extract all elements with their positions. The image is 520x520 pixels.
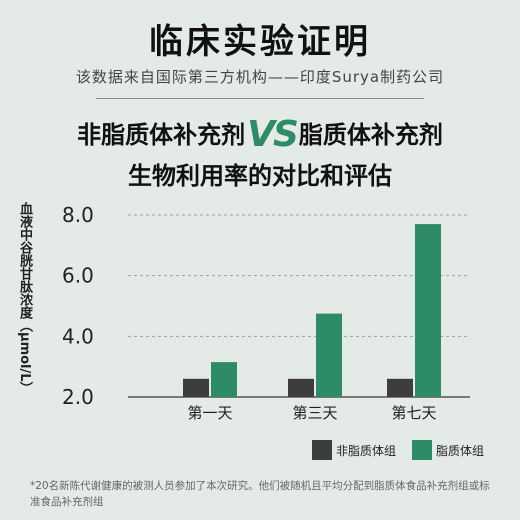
bar-liposomal xyxy=(316,313,342,397)
legend-swatch xyxy=(312,440,332,460)
y-tick-label: 6.0 xyxy=(62,264,94,288)
x-tick-label: 第七天 xyxy=(391,404,436,422)
x-tick-label: 第一天 xyxy=(187,404,232,422)
bar-non-liposomal xyxy=(183,378,209,397)
x-tick-label: 第三天 xyxy=(292,404,337,422)
data-source-subtitle: 该数据来自国际第三方机构——印度Surya制药公司 xyxy=(75,68,445,86)
study-footnote: *20名新陈代谢健康的被测人员参加了本次研究。他们被随机且平均分配到脂质体食品补… xyxy=(30,480,490,508)
y-axis-label: 血液中谷胱甘肽浓度（μmol/L） xyxy=(17,202,32,395)
bar-non-liposomal xyxy=(288,378,314,397)
comparison-subheadline: 生物利用率的对比和评估 xyxy=(128,162,392,190)
headline-liposomal: 脂质体补充剂 xyxy=(298,121,443,149)
y-tick-label: 2.0 xyxy=(62,385,94,409)
divider xyxy=(96,98,424,99)
y-tick-label: 8.0 xyxy=(62,203,94,227)
headline-non-liposomal: 非脂质体补充剂 xyxy=(77,121,246,149)
bar-liposomal xyxy=(211,362,237,397)
legend-label: 脂质体组 xyxy=(436,443,484,458)
page-title: 临床实验证明 xyxy=(149,22,371,62)
bar-non-liposomal xyxy=(387,378,413,397)
comparison-headline: 非脂质体补充剂VS脂质体补充剂 xyxy=(0,114,520,155)
y-tick-label: 4.0 xyxy=(62,324,94,348)
headline-vs: VS xyxy=(247,114,299,155)
bar-liposomal xyxy=(415,224,441,397)
legend-label: 非脂质体组 xyxy=(336,443,396,458)
legend-swatch xyxy=(412,440,432,460)
